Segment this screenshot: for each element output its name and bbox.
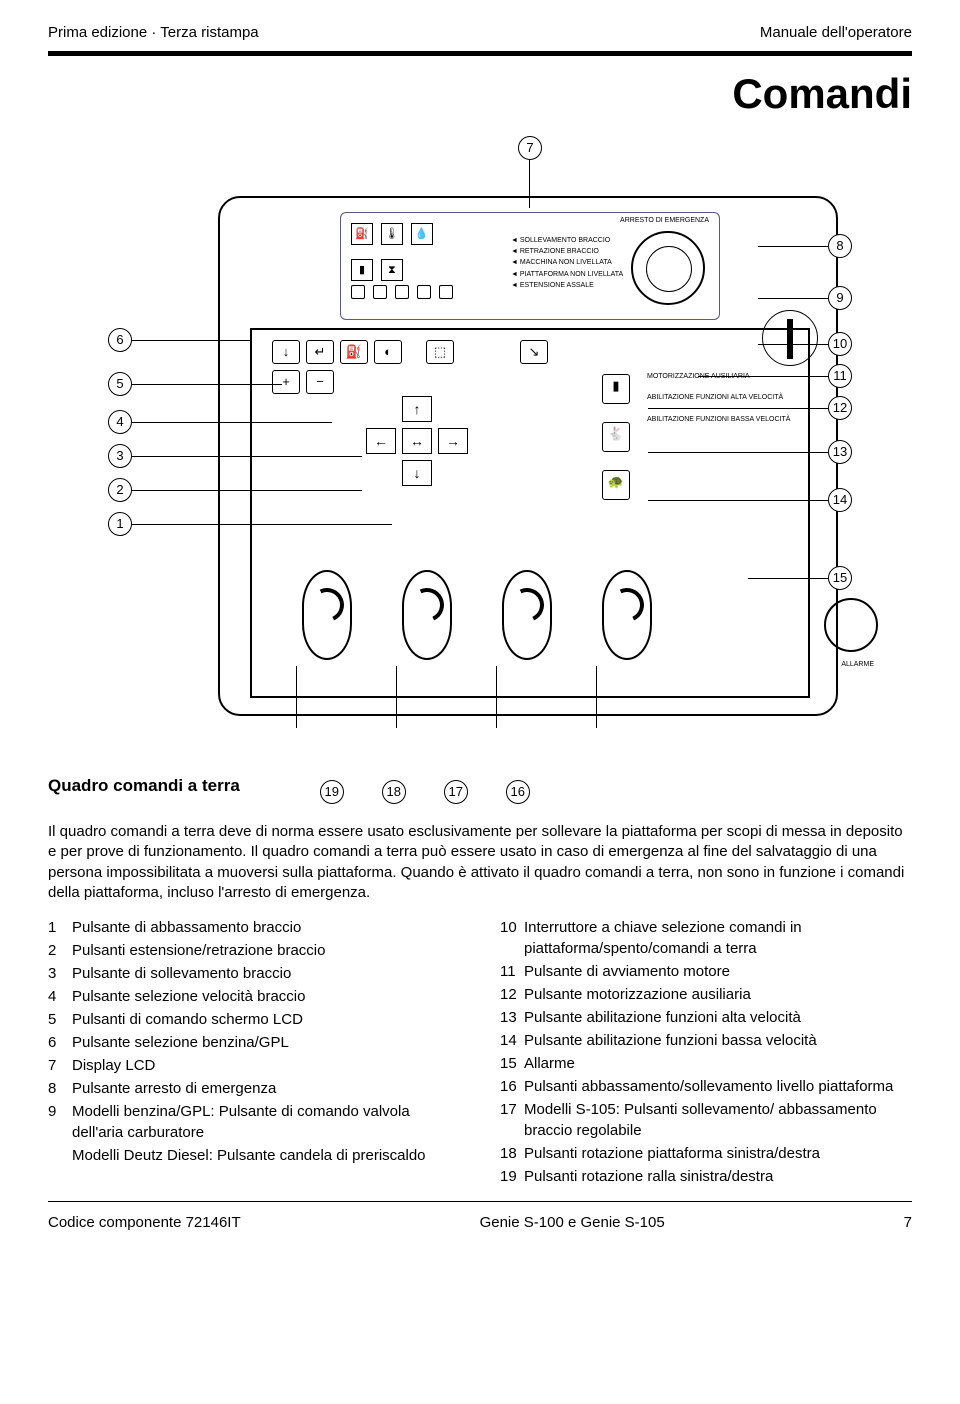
page-title: Comandi — [48, 70, 912, 118]
legend-item: 6Pulsante selezione benzina/GPL — [48, 1032, 460, 1053]
callout-15: 15 — [828, 566, 852, 590]
footer-left: Codice componente 72146IT — [48, 1214, 241, 1231]
switch-rabbit: 🐇 — [602, 422, 630, 452]
joystick-1 — [292, 570, 362, 660]
callout-1: 1 — [108, 512, 132, 536]
legend-item: 8Pulsante arresto di emergenza — [48, 1078, 460, 1099]
joystick-2 — [392, 570, 462, 660]
switch-enter: ↵ — [306, 340, 334, 364]
legend-item: 4Pulsante selezione velocità braccio — [48, 986, 460, 1007]
lcd-switch-row: ↓ ↵ ⛽ ◐ ⬚ ↘ — [272, 340, 548, 364]
estop-label: ARRESTO DI EMERGENZA — [620, 217, 709, 224]
lcd-status-labels: SOLLEVAMENTO BRACCIO RETRAZIONE BRACCIO … — [511, 235, 623, 291]
footer-right: 7 — [904, 1214, 912, 1231]
callout-9: 9 — [828, 286, 852, 310]
legend-item: 17Modelli S-105: Pulsanti sollevamento/ … — [500, 1099, 912, 1141]
arrow-right: → — [438, 428, 468, 454]
callout-12: 12 — [828, 396, 852, 420]
intro-paragraph: Il quadro comandi a terra deve di norma … — [48, 822, 912, 903]
arrow-left: ← — [366, 428, 396, 454]
legend-item: 3Pulsante di sollevamento braccio — [48, 963, 460, 984]
status-icon-grid: ⛽ 🌡 💧 ▮ ⧗ — [349, 221, 489, 304]
callout-11: 11 — [828, 364, 852, 388]
callout-19: 19 — [320, 780, 344, 804]
switch-gpl: ◐ — [374, 340, 402, 364]
joystick-row — [292, 570, 662, 660]
legend-item: 2Pulsanti estensione/retrazione braccio — [48, 940, 460, 961]
legend-right-col: 10Interruttore a chiave selezione comand… — [500, 917, 912, 1189]
switch-plus: + — [272, 370, 300, 394]
alarm-label: ALLARME — [841, 661, 874, 668]
fuel-icon: ⛽ — [351, 223, 373, 245]
legend-item: 10Interruttore a chiave selezione comand… — [500, 917, 912, 959]
hourglass-icon: ⧗ — [381, 259, 403, 281]
switch-minus: − — [306, 370, 334, 394]
switch-misc1: ⬚ — [426, 340, 454, 364]
legend-item: 7Display LCD — [48, 1055, 460, 1076]
footer-center: Genie S-100 e Genie S-105 — [480, 1214, 665, 1231]
alarm-button — [824, 598, 878, 652]
callout-2: 2 — [108, 478, 132, 502]
legend-item: 1Pulsante di abbassamento braccio — [48, 917, 460, 938]
callout-14: 14 — [828, 488, 852, 512]
callout-6: 6 — [108, 328, 132, 352]
oil-icon: 💧 — [411, 223, 433, 245]
page-footer: Codice componente 72146IT Genie S-100 e … — [48, 1214, 912, 1231]
legend-item: 14Pulsante abilitazione funzioni bassa v… — [500, 1030, 912, 1051]
legend-item: 5Pulsanti di comando schermo LCD — [48, 1009, 460, 1030]
page-header: Prima edizione · Terza ristampa Manuale … — [48, 24, 912, 41]
arrow-down: ↓ — [402, 460, 432, 486]
callout-4: 4 — [108, 410, 132, 434]
lcd-display-block: ⛽ 🌡 💧 ▮ ⧗ SOLLEVAMENTO BRACCIO R — [340, 212, 720, 320]
legend-item: 12Pulsante motorizzazione ausiliaria — [500, 984, 912, 1005]
legend-item: 19Pulsanti rotazione ralla sinistra/dest… — [500, 1166, 912, 1187]
control-panel-diagram: 7 6 5 4 3 2 1 8 9 10 11 12 13 14 15 — [48, 136, 912, 756]
switch-down: ↓ — [272, 340, 300, 364]
emergency-stop-button — [631, 231, 705, 305]
callout-17: 17 — [444, 780, 468, 804]
joystick-4 — [592, 570, 662, 660]
legend-item: 18Pulsanti rotazione piattaforma sinistr… — [500, 1143, 912, 1164]
legend-item: Modelli Deutz Diesel: Pulsante candela d… — [48, 1145, 460, 1166]
switch-fuel: ⛽ — [340, 340, 368, 364]
aux-labels: MOTORIZZAZIONE AUSILIARIA ABILITAZIONE F… — [647, 372, 790, 436]
legend-columns: 1Pulsante di abbassamento braccio2Pulsan… — [48, 917, 912, 1189]
temp-icon: 🌡 — [381, 223, 403, 245]
battery-icon: ▮ — [351, 259, 373, 281]
callout-7: 7 — [518, 136, 542, 160]
inner-panel: ↓ ↵ ⛽ ◐ ⬚ ↘ + − ↑ ← ↔ → ↓ — [250, 328, 810, 698]
plus-minus-row: + − — [272, 370, 334, 394]
callout-18: 18 — [382, 780, 406, 804]
callout-5: 5 — [108, 372, 132, 396]
switch-turtle: 🐢 — [602, 470, 630, 500]
callout-13: 13 — [828, 440, 852, 464]
arrow-up: ↑ — [402, 396, 432, 422]
legend-item: 13Pulsante abilitazione funzioni alta ve… — [500, 1007, 912, 1028]
callout-8: 8 — [828, 234, 852, 258]
legend-item: 11Pulsante di avviamento motore — [500, 961, 912, 982]
section-title: Quadro comandi a terra — [48, 776, 240, 796]
switch-start: ↘ — [520, 340, 548, 364]
divider-bottom — [48, 1201, 912, 1202]
bottom-callout-row: 19 18 17 16 — [320, 780, 530, 804]
callout-3: 3 — [108, 444, 132, 468]
divider-top — [48, 51, 912, 56]
header-left: Prima edizione · Terza ristampa — [48, 24, 259, 41]
legend-item: 16Pulsanti abbassamento/sollevamento liv… — [500, 1076, 912, 1097]
legend-item: 15Allarme — [500, 1053, 912, 1074]
legend-item: 9Modelli benzina/GPL: Pulsante di comand… — [48, 1101, 460, 1143]
switch-aux-power: ▮ — [602, 374, 630, 404]
callout-10: 10 — [828, 332, 852, 356]
header-right: Manuale dell'operatore — [760, 24, 912, 41]
legend-left-col: 1Pulsante di abbassamento braccio2Pulsan… — [48, 917, 460, 1189]
joystick-3 — [492, 570, 562, 660]
callout-16: 16 — [506, 780, 530, 804]
arrow-extend: ↔ — [402, 428, 432, 454]
aux-switch-col: ▮ 🐇 🐢 — [602, 374, 630, 500]
